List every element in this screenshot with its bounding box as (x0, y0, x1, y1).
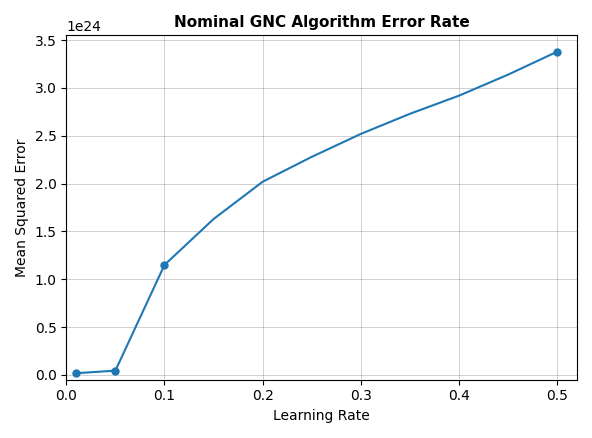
Y-axis label: Mean Squared Error: Mean Squared Error (15, 138, 29, 277)
Title: Nominal GNC Algorithm Error Rate: Nominal GNC Algorithm Error Rate (174, 15, 469, 30)
X-axis label: Learning Rate: Learning Rate (274, 409, 370, 423)
